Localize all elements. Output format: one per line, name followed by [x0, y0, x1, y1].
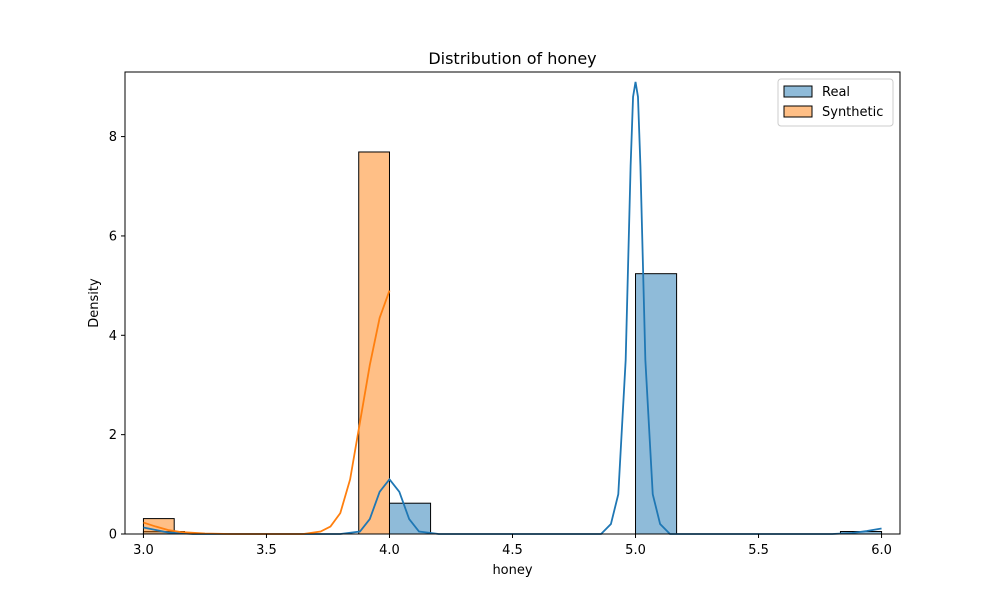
- legend-swatch-real: [783, 85, 813, 98]
- hist-bar-real-1: [388, 502, 432, 535]
- x-tick-label: 4.0: [379, 543, 400, 558]
- x-tick-label: 3.0: [133, 543, 154, 558]
- x-axis-label: honey: [492, 563, 532, 578]
- hist-bar-real-2: [635, 273, 678, 535]
- y-axis-label: Density: [87, 278, 102, 328]
- x-tick-label: 4.5: [502, 543, 523, 558]
- kde-line-synthetic: [143, 290, 391, 535]
- y-tick-label: 6: [109, 229, 117, 244]
- y-tick-label: 4: [109, 329, 117, 344]
- legend-label-synthetic: Synthetic: [822, 105, 883, 120]
- x-tick-label: 5.0: [625, 543, 646, 558]
- plot-area: [142, 81, 883, 535]
- y-tick-label: 2: [109, 428, 117, 443]
- x-tick-label: 6.0: [871, 543, 892, 558]
- legend: Real Synthetic: [777, 78, 894, 127]
- legend-swatch-synthetic: [783, 105, 813, 118]
- legend-label-real: Real: [822, 85, 850, 100]
- y-tick-label: 0: [109, 528, 117, 543]
- chart-title: Distribution of honey: [428, 49, 596, 68]
- y-tick-label: 8: [109, 130, 117, 145]
- hist-bar-synthetic-0: [142, 518, 175, 535]
- x-tick-label: 5.5: [748, 543, 769, 558]
- axes: 3.0 3.5 4.0 4.5 5.0 5.5 6.0 0 2 4 6 8: [109, 71, 901, 558]
- x-tick-label: 3.5: [256, 543, 277, 558]
- kde-line-real: [143, 81, 882, 535]
